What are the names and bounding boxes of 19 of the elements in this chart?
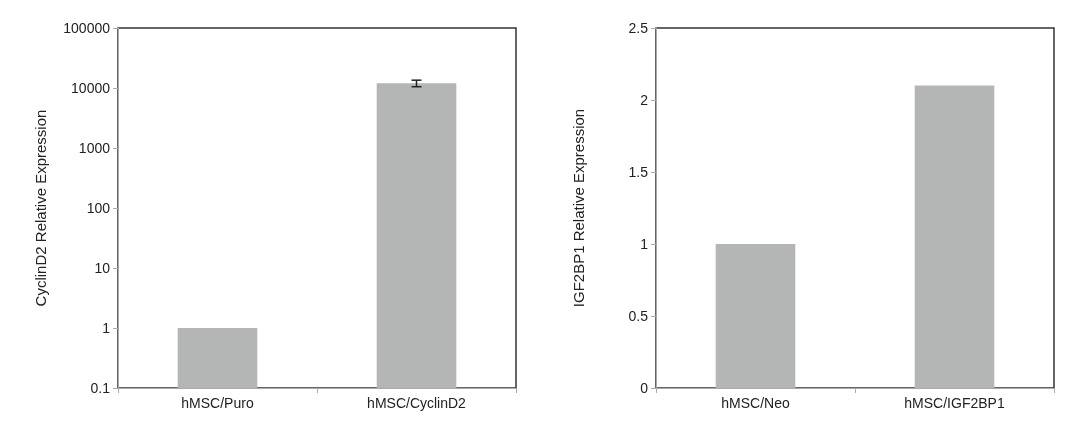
y-tick-label: 10	[94, 260, 111, 276]
y-tick-label: 10000	[71, 80, 111, 96]
y-tick-label: 1	[102, 320, 111, 336]
y-tick-label: 0.5	[628, 308, 649, 324]
y-tick-label: 1.5	[628, 164, 649, 180]
y-tick-label: 2.5	[628, 20, 649, 36]
x-tick-label: hMSC/IGF2BP1	[904, 395, 1005, 411]
y-axis-title: IGF2BP1 Relative Expression	[570, 108, 587, 308]
y-tick-label: 0	[640, 380, 649, 396]
y-tick-label: 2	[640, 92, 649, 108]
y-axis-title: CyclinD2 Relative Expression	[32, 109, 49, 307]
y-tick-label: 100	[86, 200, 111, 216]
y-tick-label: 1000	[78, 140, 111, 156]
y-tick-label: 0.1	[90, 380, 111, 396]
x-tick-label: hMSC/Puro	[181, 395, 254, 411]
y-tick-label: 100000	[63, 20, 111, 36]
y-tick-label: 1	[640, 236, 649, 252]
x-tick-label: hMSC/Neo	[721, 395, 790, 411]
x-tick-label: hMSC/CyclinD2	[367, 395, 467, 411]
